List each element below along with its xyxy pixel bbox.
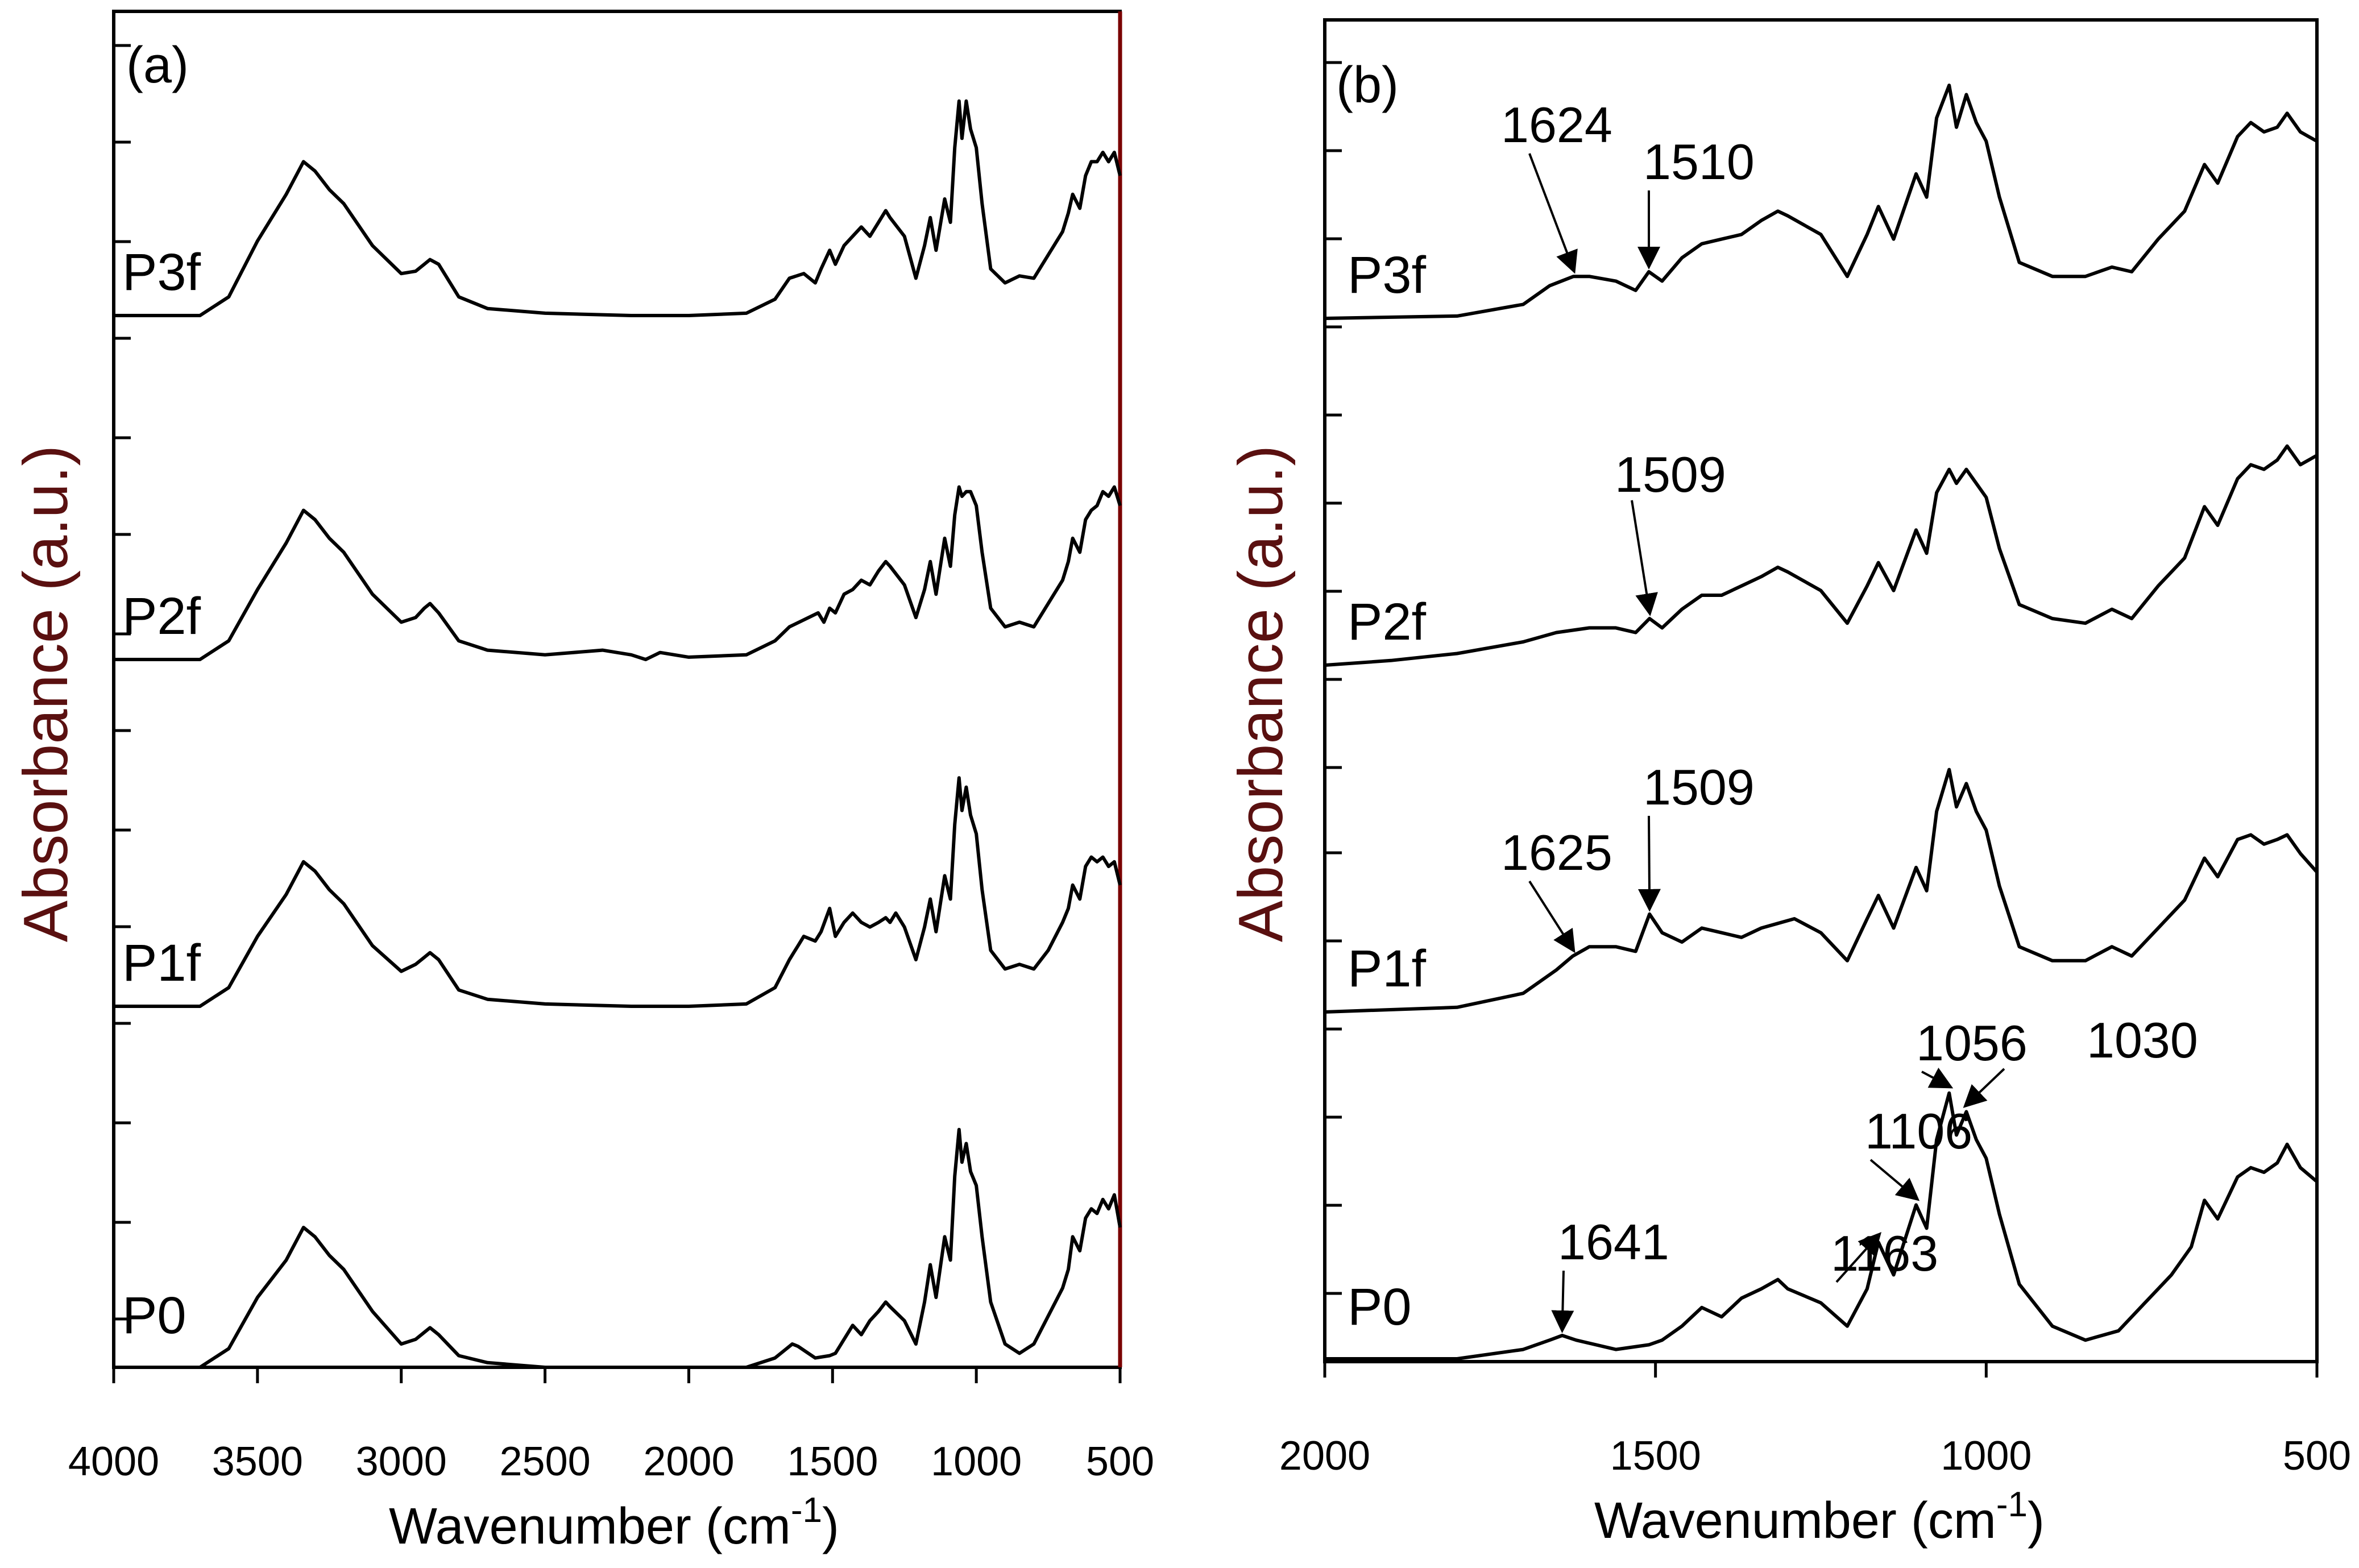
panel-b-label: (b) (1336, 57, 1399, 114)
x-tick-label: 1500 (1610, 1433, 1701, 1479)
annotation-1510-p3f: 1510 (1643, 134, 1755, 190)
x-tick-label: 3500 (212, 1439, 303, 1484)
panel-a-x-axis-title-close: ) (822, 1498, 839, 1555)
annotation-1509-p2f: 1509 (1615, 446, 1726, 503)
annotation-1056-p0: 1056 (1916, 1015, 2028, 1071)
panel-a-label: (a) (126, 37, 189, 94)
panel-b-x-axis-title: Wavenumber (cm-1) (1594, 1485, 2045, 1549)
x-tick-label: 500 (2283, 1433, 2351, 1479)
annotation-arrow-1056-p0 (1921, 1067, 1954, 1089)
panel-a-y-ticks (114, 44, 131, 1321)
annotation-1163-p0: 1163 (1831, 1225, 1938, 1281)
annotation-1625-p1f: 1625 (1501, 824, 1612, 881)
panel-b-x-axis-title-sup: -1 (1996, 1485, 2028, 1524)
series-label-p2f: P2f (122, 587, 201, 645)
spectrum-p0 (1325, 1091, 2318, 1360)
panel-a-x-ticks: 4000 3500 3000 2500 2000 1500 1000 500 (68, 1367, 1154, 1484)
panel-b-x-ticks: 2000 1500 1000 500 (1279, 1362, 2351, 1479)
panel-b-x-axis-title-main: Wavenumber (cm (1594, 1492, 1996, 1549)
panel-b-y-axis-title: Absorbance (a.u.) (1226, 445, 1296, 942)
panel-b-x-axis-title-close: ) (2028, 1492, 2045, 1549)
annotation-1106-p0: 1106 (1865, 1103, 1972, 1159)
panel-a-x-axis-title-sup: -1 (791, 1491, 822, 1530)
spectrum-p1f (114, 776, 1122, 1008)
panel-b-spectra (1324, 84, 2319, 1360)
x-tick-label: 1500 (787, 1439, 878, 1484)
panel-a-spectra (114, 99, 1122, 1369)
spectrum-p2f (1324, 444, 2318, 667)
series-label-p1f: P1f (1348, 940, 1427, 998)
x-tick-label: 1000 (931, 1439, 1022, 1484)
series-label-p1f: P1f (122, 934, 201, 992)
spectrum-p3f (114, 99, 1122, 317)
panel-a: 4000 3500 3000 2500 2000 1500 1000 500 P3f P2f P1… (11, 10, 1154, 1555)
spectrum-p0 (114, 1127, 1122, 1369)
x-tick-label: 2000 (643, 1439, 734, 1484)
panel-b-annotations: 1624 1510 1509 1509 1625 1056 1030 1106 1163 1641 (1501, 97, 2198, 1333)
series-label-p0: P0 (122, 1287, 186, 1345)
panel-b: 2000 1500 1000 500 P3f P2f P1f P0 1624 1510 1509… (1226, 18, 2351, 1549)
series-label-p3f: P3f (1348, 246, 1427, 304)
spectrum-p3f (1324, 84, 2318, 320)
x-tick-label: 4000 (68, 1439, 159, 1484)
annotation-1624-p3f: 1624 (1501, 97, 1612, 153)
x-tick-label: 2000 (1279, 1433, 1370, 1479)
annotation-1641-p0: 1641 (1558, 1214, 1669, 1270)
x-tick-label: 3000 (356, 1439, 447, 1484)
series-label-p3f: P3f (122, 243, 201, 301)
annotation-arrow-1624-p3f (1528, 153, 1578, 274)
series-label-p2f: P2f (1348, 593, 1427, 651)
annotation-arrow-1625-p1f (1528, 880, 1576, 953)
x-tick-label: 1000 (1941, 1433, 2032, 1479)
annotation-arrow-1106-p0 (1869, 1159, 1920, 1201)
annotation-arrow-1509-p2f (1631, 500, 1658, 616)
panel-a-y-axis-title: Absorbance (a.u.) (11, 445, 81, 942)
x-tick-label: 2500 (499, 1439, 590, 1484)
annotation-1509-p1f: 1509 (1643, 759, 1755, 815)
panel-a-x-axis-title: Wavenumber (cm-1) (389, 1491, 839, 1555)
x-tick-label: 500 (1086, 1439, 1154, 1484)
spectrum-p2f (114, 485, 1122, 661)
panel-a-x-axis-title-main: Wavenumber (cm (389, 1498, 791, 1555)
panel-b-y-ticks (1325, 61, 1342, 1295)
spectrum-p1f (1324, 768, 2319, 1014)
annotation-arrow-1030-p0 (1963, 1068, 2005, 1108)
annotation-1030-p0: 1030 (2087, 1012, 2198, 1068)
panel-b-frame (1323, 18, 2319, 1363)
annotation-arrow-1641-p0 (1551, 1270, 1574, 1333)
panel-b-series-labels: P3f P2f P1f P0 (1348, 246, 1427, 1336)
panel-a-series-labels: P3f P2f P1f P0 (122, 243, 201, 1345)
annotation-arrow-1163-p0 (1835, 1232, 1882, 1283)
series-label-p0: P0 (1348, 1278, 1412, 1336)
